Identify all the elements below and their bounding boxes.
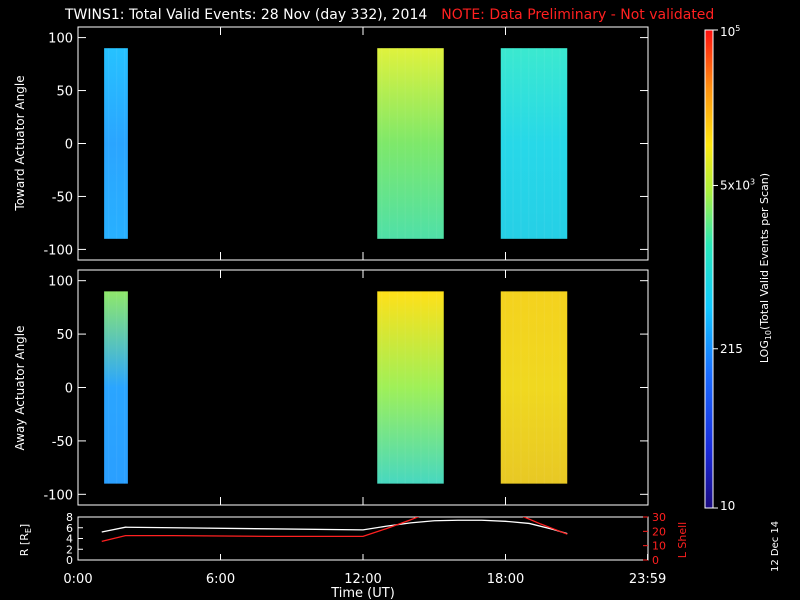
yticks-away: 100 50 0 -50 -100: [43, 270, 649, 505]
heatmap-striation: [435, 291, 438, 484]
ytick-label: 100: [48, 32, 73, 47]
ylabel-away: Away Actuator Angle: [13, 325, 27, 450]
chart-title: TWINS1: Total Valid Events: 28 Nov (day …: [65, 7, 714, 23]
panel-away: 100 50 0 -50 -100 Away Actuator Angle: [13, 269, 649, 506]
heatmap-striation: [381, 291, 383, 484]
colorbar-ticks: 10 215 5x103 105: [713, 24, 755, 513]
ylabel-lshell: L Shell: [676, 522, 689, 558]
ytick-label: -50: [52, 435, 73, 450]
heatmap-block-away-3: [500, 291, 568, 484]
heatmap-striation: [428, 48, 430, 239]
ytick-label-right: 0: [652, 554, 659, 567]
ytick-label: -50: [52, 190, 73, 205]
colorbar-tick-label: 10: [720, 499, 735, 513]
colorbar-tick-label: 105: [720, 24, 740, 39]
heatmap-striation: [428, 291, 430, 484]
ytick-label: 50: [56, 85, 73, 100]
ytick-label-left: 6: [66, 522, 73, 535]
ylabel-toward: Toward Actuator Angle: [13, 75, 27, 211]
ytick-label: -100: [43, 243, 73, 258]
ytick-label-left: 8: [66, 511, 73, 524]
orbit-lines: [101, 517, 568, 542]
series-r-line: [101, 519, 568, 535]
heatmap-striation: [420, 48, 422, 239]
heatmap-striation: [396, 291, 399, 484]
heatmap-striation: [551, 48, 553, 239]
heatmap-striation: [116, 48, 118, 239]
ytick-label: -100: [43, 488, 73, 503]
ytick-label-left: 0: [66, 554, 73, 567]
heatmap-block-toward-3: [500, 48, 568, 239]
heatmap-striation: [535, 48, 538, 239]
yticks-toward: 100 50 0 -50 -100: [43, 27, 649, 260]
xtick-label: 23:59: [629, 572, 666, 587]
heatmap-striation: [404, 48, 406, 239]
heatmap-striation: [123, 48, 126, 239]
ytick-label: 100: [48, 275, 73, 290]
title-main: TWINS1: Total Valid Events: 28 Nov (day …: [65, 7, 428, 23]
colorbar-scale: [704, 29, 714, 509]
ytick-label: 0: [65, 382, 73, 397]
date-stamp: 12 Dec 14: [770, 520, 781, 572]
xlabel-time: Time (UT): [330, 586, 395, 600]
heatmap-striation: [528, 291, 530, 484]
heatmap-blocks-toward: [104, 48, 568, 239]
heatmap-striation: [520, 48, 522, 239]
heatmap-striation: [108, 48, 110, 239]
series-lshell-line: [101, 517, 568, 542]
ytick-label: 0: [65, 138, 73, 153]
ytick-label-left: 2: [66, 543, 73, 556]
heatmap-block-away-2: [377, 291, 444, 484]
title-note: NOTE: Data Preliminary - Not validated: [441, 7, 715, 23]
panel-frame-orbit: [77, 516, 649, 561]
ytick-label-right: 20: [652, 525, 666, 538]
heatmap-striation: [412, 291, 414, 484]
heatmap-block-toward-1: [104, 48, 128, 239]
heatmap-striation: [520, 291, 522, 484]
heatmap-striation: [108, 291, 110, 484]
heatmap-striation: [535, 291, 538, 484]
heatmap-striation: [396, 48, 399, 239]
ytick-label-right: 30: [652, 511, 666, 524]
heatmap-blocks-away: [104, 291, 568, 484]
heatmap-striation: [559, 291, 561, 484]
heatmap-striation: [435, 48, 438, 239]
heatmap-striation: [559, 48, 561, 239]
heatmap-striation: [512, 291, 514, 484]
ytick-label: 50: [56, 328, 73, 343]
heatmap-striation: [504, 48, 506, 239]
heatmap-striation: [551, 291, 553, 484]
ytick-label-left: 4: [66, 533, 73, 546]
heatmap-striation: [420, 291, 422, 484]
heatmap-striation: [381, 48, 383, 239]
heatmap-striation: [543, 48, 545, 239]
heatmap-striation: [528, 48, 530, 239]
heatmap-striation: [504, 291, 506, 484]
heatmap-striation: [412, 48, 414, 239]
xtick-label: 18:00: [487, 572, 524, 587]
ytick-label-right: 10: [652, 540, 666, 553]
colorbar-tick-label: 5x103: [720, 177, 755, 192]
heatmap-striation: [388, 48, 391, 239]
xtick-label: 0:00: [63, 572, 92, 587]
panel-toward: 100 50 0 -50 -100 Toward Actuator Angle: [13, 26, 649, 261]
heatmap-striation: [512, 48, 514, 239]
colorbar-label: LOG10(Total Valid Events per Scan): [758, 173, 773, 363]
heatmap-striation: [123, 291, 126, 484]
xtick-label: 12:00: [344, 572, 381, 587]
ylabel-r: R [RE]: [18, 524, 33, 556]
heatmap-block-toward-2: [377, 48, 444, 239]
colorbar-tick-label: 215: [720, 342, 743, 356]
xtick-label: 6:00: [206, 572, 235, 587]
heatmap-block-away-1: [104, 291, 128, 484]
heatmap-striation: [116, 291, 118, 484]
heatmap-striation: [543, 291, 545, 484]
colorbar: 10 215 5x103 105 LOG10(Total Valid Events p…: [704, 24, 773, 513]
heatmap-striation: [404, 291, 406, 484]
heatmap-striation: [388, 291, 391, 484]
